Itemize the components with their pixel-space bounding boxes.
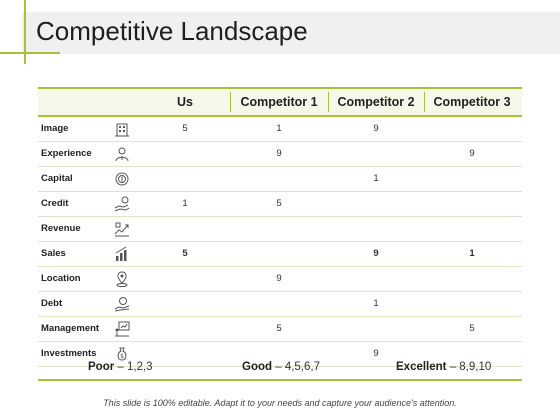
cell-competitor-1: 5 [276,323,282,334]
location-pin-icon [114,271,130,287]
row-label: Revenue [41,223,81,234]
row-label: Image [41,123,69,134]
cell-us [156,317,214,341]
table-row: Image 5 1 9 [38,117,522,142]
cell-us [156,267,214,291]
cell-competitor-2 [328,267,424,291]
coin-icon [114,171,130,187]
cell-competitor-3 [424,192,520,216]
row-label: Investments [41,348,97,359]
table-header: Us Competitor 1 Competitor 2 Competitor … [38,87,522,117]
presentation-board-icon [114,321,130,337]
row-label: Management [41,323,100,334]
slide-title: Competitive Landscape [36,16,308,46]
bar-chart-icon [114,246,130,262]
header-divider [424,92,425,112]
row-label: Sales [41,248,66,259]
cell-competitor-3 [424,292,520,316]
cell-us: 5 [182,123,188,134]
header-divider [230,92,231,112]
money-bag-icon: $ [114,346,130,362]
title-band [22,12,560,54]
revenue-chart-icon [114,221,130,237]
cell-us: 5 [182,248,188,259]
cell-competitor-2: 1 [373,298,379,309]
cell-us [156,217,214,241]
table-row: Debt 1 [38,292,522,317]
legend-excellent-label: Excellent [396,361,447,373]
header-us: Us [177,95,193,109]
cell-us: 1 [182,198,188,209]
cell-competitor-1 [230,242,328,266]
cell-competitor-1 [230,217,328,241]
legend-excellent: Excellent – 8,9,10 [396,355,491,379]
svg-text:$: $ [120,353,124,360]
table-row: Management 5 5 [38,317,522,342]
competitive-table: Us Competitor 1 Competitor 2 Competitor … [38,87,522,367]
footer-note: This slide is 100% editable. Adapt it to… [103,398,457,408]
table-row: Location 9 [38,267,522,292]
cell-competitor-1: 5 [276,198,282,209]
table-row: Revenue [38,217,522,242]
rating-legend: Poor – 1,2,3 Good – 4,5,6,7 Excellent – … [38,355,522,381]
cell-competitor-2 [328,192,424,216]
building-icon [114,121,130,137]
row-label: Capital [41,173,73,184]
row-label: Credit [41,198,69,209]
cell-competitor-2: 9 [373,248,379,259]
hand-money-icon [114,296,130,312]
accent-line-horizontal [0,52,60,54]
cell-competitor-1: 1 [276,123,282,134]
cell-competitor-2: 9 [373,123,379,134]
cell-competitor-1 [230,167,328,191]
legend-poor-values: – 1,2,3 [117,361,153,373]
cell-competitor-3: 1 [469,248,475,259]
cell-competitor-1: 9 [276,148,282,159]
table-row: Experience 9 9 [38,142,522,167]
row-label: Debt [41,298,63,309]
cell-competitor-3 [424,267,520,291]
cell-us [156,292,214,316]
legend-good-values: – 4,5,6,7 [275,361,320,373]
legend-poor: Poor – 1,2,3 [88,355,153,379]
cell-competitor-3: 5 [469,323,475,334]
cell-competitor-2: 1 [373,173,379,184]
legend-good: Good – 4,5,6,7 [242,355,320,379]
cell-competitor-1: 9 [276,273,282,284]
table-row: Credit 1 5 [38,192,522,217]
cell-competitor-2 [328,142,424,166]
person-icon [114,146,130,162]
cell-competitor-2 [328,317,424,341]
cell-competitor-3 [424,117,520,141]
legend-good-label: Good [242,361,273,373]
table-row: Sales 5 9 1 [38,242,522,267]
table-row: Capital 1 [38,167,522,192]
header-competitor-3: Competitor 3 [433,95,511,109]
cell-competitor-2 [328,217,424,241]
legend-poor-label: Poor [88,361,115,373]
hand-coin-icon [114,196,130,212]
table-row: Investments $ 9 [38,342,522,367]
cell-us [156,167,214,191]
cell-competitor-1 [230,292,328,316]
cell-us [156,142,214,166]
cell-competitor-3 [424,217,520,241]
header-competitor-1: Competitor 1 [240,95,318,109]
cell-competitor-3: 9 [469,148,475,159]
legend-excellent-values: – 8,9,10 [449,361,492,373]
cell-competitor-2: 9 [373,348,379,359]
header-divider [328,92,329,112]
accent-line-vertical [24,0,26,64]
header-competitor-2: Competitor 2 [337,95,415,109]
cell-competitor-3 [424,167,520,191]
row-label: Experience [41,148,92,159]
row-label: Location [41,273,81,284]
